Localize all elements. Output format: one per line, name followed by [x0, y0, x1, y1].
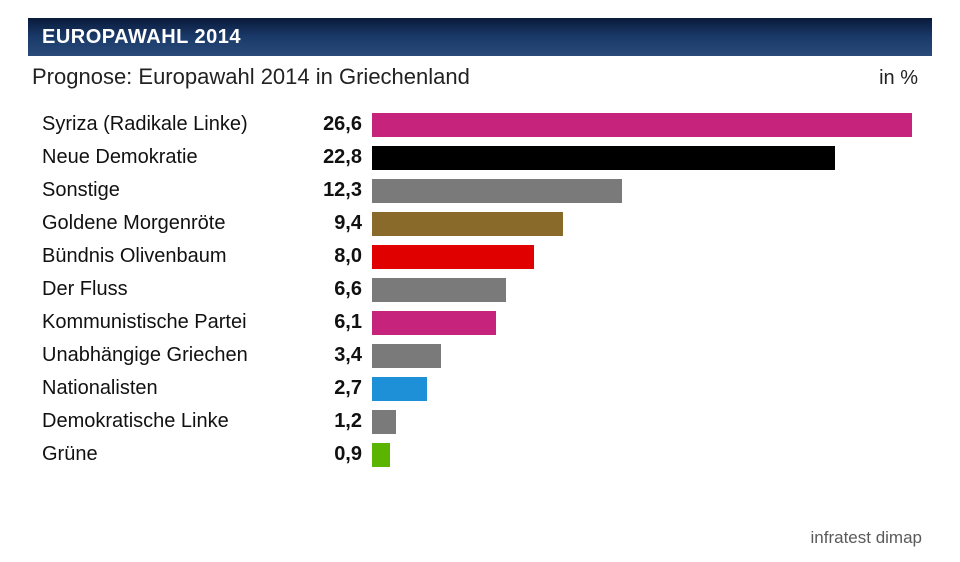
- chart-row: Grüne0,9: [42, 438, 932, 471]
- subtitle-row: Prognose: Europawahl 2014 in Griechenlan…: [28, 64, 932, 90]
- party-label: Unabhängige Griechen: [42, 344, 317, 367]
- bar: [372, 377, 427, 401]
- party-value: 26,6: [317, 113, 372, 136]
- party-label: Nationalisten: [42, 377, 317, 400]
- bar: [372, 179, 622, 203]
- party-label: Grüne: [42, 443, 317, 466]
- chart-row: Bündnis Olivenbaum8,0: [42, 240, 932, 273]
- party-label: Syriza (Radikale Linke): [42, 113, 317, 136]
- bar-area: [372, 443, 932, 467]
- bar-area: [372, 212, 932, 236]
- bar-area: [372, 311, 932, 335]
- bar: [372, 212, 563, 236]
- chart-subtitle: Prognose: Europawahl 2014 in Griechenlan…: [32, 64, 470, 90]
- chart-source: infratest dimap: [811, 528, 923, 548]
- party-label: Kommunistische Partei: [42, 311, 317, 334]
- bar-area: [372, 113, 932, 137]
- bar: [372, 278, 506, 302]
- chart-row: Sonstige12,3: [42, 174, 932, 207]
- bar-chart: Syriza (Radikale Linke)26,6Neue Demokrat…: [42, 108, 932, 471]
- party-value: 9,4: [317, 212, 372, 235]
- bar-area: [372, 245, 932, 269]
- chart-row: Der Fluss6,6: [42, 273, 932, 306]
- bar: [372, 113, 912, 137]
- bar-area: [372, 377, 932, 401]
- chart-row: Unabhängige Griechen3,4: [42, 339, 932, 372]
- party-value: 8,0: [317, 245, 372, 268]
- chart-row: Neue Demokratie22,8: [42, 141, 932, 174]
- party-label: Demokratische Linke: [42, 410, 317, 433]
- bar: [372, 245, 534, 269]
- chart-row: Demokratische Linke1,2: [42, 405, 932, 438]
- party-value: 3,4: [317, 344, 372, 367]
- chart-unit: in %: [879, 67, 918, 90]
- party-value: 6,6: [317, 278, 372, 301]
- bar: [372, 311, 496, 335]
- chart-row: Syriza (Radikale Linke)26,6: [42, 108, 932, 141]
- bar: [372, 344, 441, 368]
- bar: [372, 443, 390, 467]
- party-label: Der Fluss: [42, 278, 317, 301]
- bar-area: [372, 146, 932, 170]
- party-label: Sonstige: [42, 179, 317, 202]
- party-value: 0,9: [317, 443, 372, 466]
- bar: [372, 410, 396, 434]
- party-value: 12,3: [317, 179, 372, 202]
- header-band-title: EUROPAWAHL 2014: [42, 26, 241, 49]
- party-value: 1,2: [317, 410, 372, 433]
- chart-row: Goldene Morgenröte9,4: [42, 207, 932, 240]
- header-band: EUROPAWAHL 2014: [28, 18, 932, 56]
- bar: [372, 146, 835, 170]
- bar-area: [372, 344, 932, 368]
- party-label: Neue Demokratie: [42, 146, 317, 169]
- bar-area: [372, 410, 932, 434]
- bar-area: [372, 278, 932, 302]
- chart-row: Kommunistische Partei6,1: [42, 306, 932, 339]
- party-value: 6,1: [317, 311, 372, 334]
- party-label: Bündnis Olivenbaum: [42, 245, 317, 268]
- bar-area: [372, 179, 932, 203]
- party-value: 2,7: [317, 377, 372, 400]
- party-label: Goldene Morgenröte: [42, 212, 317, 235]
- party-value: 22,8: [317, 146, 372, 169]
- chart-row: Nationalisten2,7: [42, 372, 932, 405]
